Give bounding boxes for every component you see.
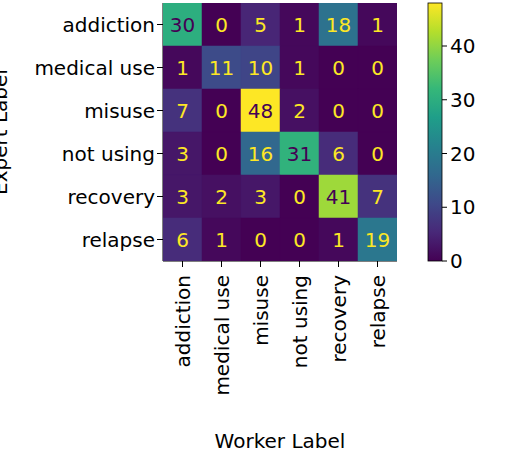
svg-text:18: 18 bbox=[326, 13, 351, 37]
svg-text:Worker Label: Worker Label bbox=[215, 429, 346, 453]
svg-text:0: 0 bbox=[215, 142, 228, 166]
svg-text:10: 10 bbox=[248, 56, 273, 80]
svg-text:7: 7 bbox=[176, 99, 189, 123]
svg-text:0: 0 bbox=[293, 185, 306, 209]
svg-text:relapse: relapse bbox=[366, 275, 390, 348]
svg-text:0: 0 bbox=[450, 249, 463, 273]
svg-text:19: 19 bbox=[365, 228, 390, 252]
svg-text:31: 31 bbox=[287, 142, 312, 166]
svg-text:misuse: misuse bbox=[249, 275, 273, 346]
svg-text:0: 0 bbox=[215, 99, 228, 123]
svg-text:2: 2 bbox=[293, 99, 306, 123]
svg-text:addiction: addiction bbox=[62, 13, 155, 37]
svg-text:1: 1 bbox=[293, 56, 306, 80]
svg-text:30: 30 bbox=[170, 13, 195, 37]
svg-text:medical use: medical use bbox=[34, 56, 155, 80]
svg-text:not using: not using bbox=[62, 142, 155, 166]
svg-text:3: 3 bbox=[254, 185, 267, 209]
svg-text:10: 10 bbox=[450, 195, 475, 219]
svg-text:6: 6 bbox=[176, 228, 189, 252]
svg-text:3: 3 bbox=[176, 185, 189, 209]
svg-text:0: 0 bbox=[215, 13, 228, 37]
svg-text:16: 16 bbox=[248, 142, 273, 166]
svg-text:2: 2 bbox=[215, 185, 228, 209]
svg-text:5: 5 bbox=[254, 13, 267, 37]
svg-text:misuse: misuse bbox=[84, 99, 155, 123]
svg-text:Expert Label: Expert Label bbox=[8, 69, 12, 195]
svg-text:0: 0 bbox=[371, 99, 384, 123]
svg-text:30: 30 bbox=[450, 88, 475, 112]
svg-text:3: 3 bbox=[176, 142, 189, 166]
svg-text:48: 48 bbox=[248, 99, 273, 123]
svg-text:medical use: medical use bbox=[210, 275, 234, 396]
svg-text:7: 7 bbox=[371, 185, 384, 209]
svg-text:0: 0 bbox=[332, 56, 345, 80]
svg-text:1: 1 bbox=[332, 228, 345, 252]
svg-text:0: 0 bbox=[254, 228, 267, 252]
svg-text:0: 0 bbox=[332, 99, 345, 123]
svg-text:6: 6 bbox=[332, 142, 345, 166]
svg-text:41: 41 bbox=[326, 185, 351, 209]
svg-text:11: 11 bbox=[209, 56, 234, 80]
svg-text:0: 0 bbox=[371, 142, 384, 166]
svg-text:1: 1 bbox=[371, 13, 384, 37]
svg-text:addiction: addiction bbox=[171, 275, 195, 368]
svg-text:1: 1 bbox=[293, 13, 306, 37]
svg-text:1: 1 bbox=[176, 56, 189, 80]
svg-text:0: 0 bbox=[293, 228, 306, 252]
svg-text:40: 40 bbox=[450, 34, 475, 58]
svg-text:not using: not using bbox=[288, 275, 312, 368]
svg-text:1: 1 bbox=[215, 228, 228, 252]
svg-text:recovery: recovery bbox=[327, 275, 351, 363]
svg-text:recovery: recovery bbox=[67, 185, 155, 209]
svg-text:relapse: relapse bbox=[82, 228, 155, 252]
svg-text:0: 0 bbox=[371, 56, 384, 80]
svg-text:20: 20 bbox=[450, 142, 475, 166]
